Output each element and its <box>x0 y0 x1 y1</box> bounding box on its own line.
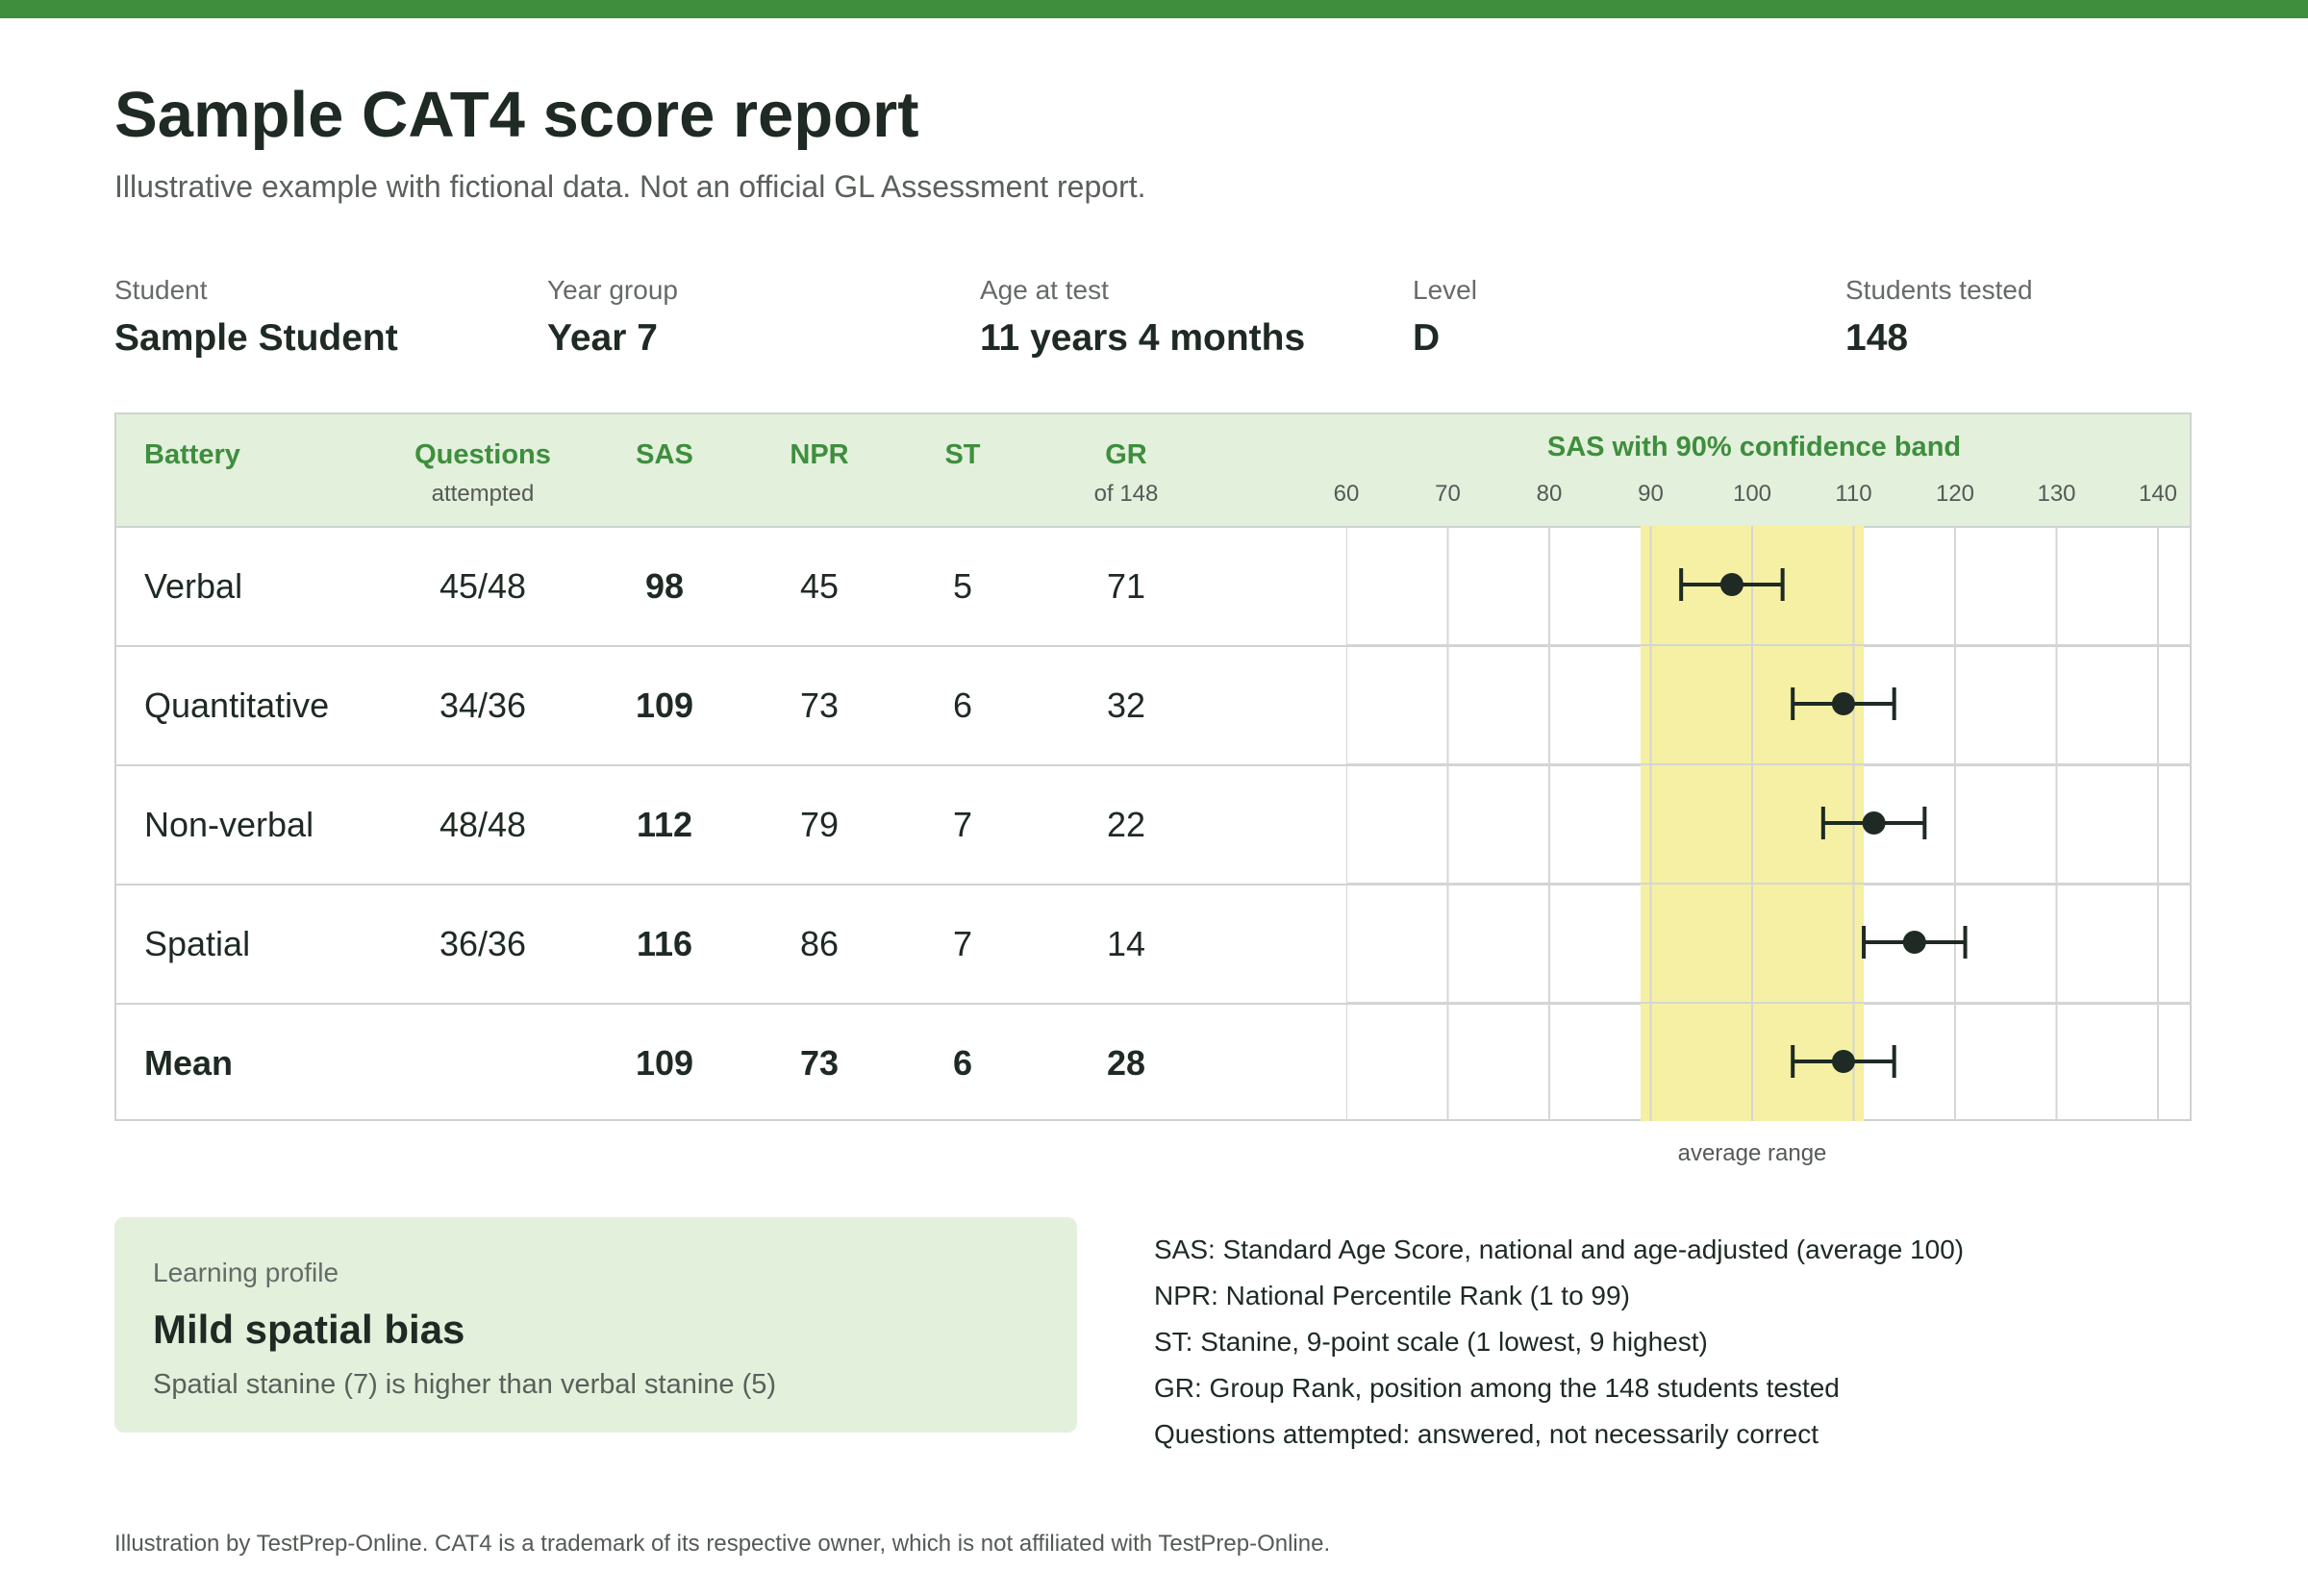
table-row-mean: Mean 109 73 6 28 <box>116 1003 2190 1122</box>
cell-sas: 109 <box>635 686 694 725</box>
cell-sas: 98 <box>644 566 685 606</box>
axis-tick-label: 110 <box>1835 481 1872 507</box>
cell-sas: 112 <box>636 805 693 844</box>
cell-npr: 73 <box>799 686 840 725</box>
meta-students-tested: Students tested 148 <box>1845 273 2033 362</box>
table-row: Spatial 36/36 116 86 7 14 <box>116 884 2190 1003</box>
sas-point <box>1902 931 1926 954</box>
cell-gr: 32 <box>1106 686 1146 725</box>
table-header: Battery Questions attempted SAS NPR ST G… <box>116 414 2190 526</box>
legend-item: Questions attempted: answered, not neces… <box>1154 1419 1819 1449</box>
axis-tick-label: 140 <box>2138 481 2178 507</box>
cell-st: 7 <box>952 924 973 963</box>
meta-label: Year group <box>547 275 678 305</box>
table-row: Non-verbal 48/48 112 79 7 22 <box>116 764 2190 884</box>
axis-tick-label: 60 <box>1333 481 1360 507</box>
meta-age-at-test: Age at test 11 years 4 months <box>980 273 1305 362</box>
legend-item: GR: Group Rank, position among the 148 s… <box>1154 1373 1840 1403</box>
meta-student: Student Sample Student <box>114 273 398 362</box>
cell-battery: Non-verbal <box>144 805 314 844</box>
sas-point <box>1719 573 1744 596</box>
header-chart-title: SAS with 90% confidence band <box>1546 432 1962 462</box>
meta-label: Student <box>114 275 208 305</box>
meta-label: Age at test <box>980 275 1109 305</box>
top-accent-bar <box>0 0 2308 18</box>
meta-level: Level D <box>1413 273 1477 362</box>
header-gr-sub: of 148 <box>1093 481 1159 507</box>
meta-value: 11 years 4 months <box>980 317 1306 359</box>
score-table: Battery Questions attempted SAS NPR ST G… <box>114 412 2192 1121</box>
meta-year-group: Year group Year 7 <box>547 273 678 362</box>
axis-tick-label: 70 <box>1435 481 1461 507</box>
profile-label: Learning profile <box>153 1258 339 1287</box>
header-sas: SAS <box>636 439 693 470</box>
cell-st: 6 <box>952 686 973 725</box>
axis-tick-label: 80 <box>1536 481 1563 507</box>
abbreviation-legend: SAS: Standard Age Score, national and ag… <box>1154 1227 1964 1458</box>
header-st: ST <box>944 439 981 470</box>
table-row: Verbal 45/48 98 45 5 71 <box>116 526 2190 645</box>
cell-questions: 34/36 <box>439 686 527 725</box>
legend-item: NPR: National Percentile Rank (1 to 99) <box>1154 1281 1630 1310</box>
header-gr: GR <box>1105 439 1147 470</box>
meta-value: 148 <box>1845 317 1909 359</box>
legend-item: SAS: Standard Age Score, national and ag… <box>1154 1234 1965 1264</box>
sas-point <box>1831 1050 1855 1073</box>
cell-gr: 28 <box>1106 1043 1146 1083</box>
meta-value: Sample Student <box>114 317 398 359</box>
cell-battery: Spatial <box>144 924 251 963</box>
header-battery: Battery <box>144 439 240 470</box>
cell-gr: 14 <box>1106 924 1146 963</box>
profile-title: Mild spatial bias <box>153 1307 465 1352</box>
cell-questions: 45/48 <box>439 566 527 606</box>
meta-label: Students tested <box>1845 275 2033 305</box>
cell-battery: Mean <box>144 1043 234 1083</box>
cell-battery: Quantitative <box>144 686 330 725</box>
cell-npr: 86 <box>799 924 840 963</box>
cell-npr: 45 <box>799 566 840 606</box>
learning-profile-card: Learning profile Mild spatial bias Spati… <box>114 1217 1077 1433</box>
cell-gr: 22 <box>1106 805 1146 844</box>
header-npr: NPR <box>790 439 849 470</box>
axis-tick-label: 120 <box>1935 481 1975 507</box>
axis-tick-label: 130 <box>2037 481 2076 507</box>
cell-questions: 36/36 <box>439 924 527 963</box>
sas-confidence-chart <box>1346 526 2192 1121</box>
legend-item: ST: Stanine, 9-point scale (1 lowest, 9 … <box>1154 1327 1708 1357</box>
meta-label: Level <box>1413 275 1477 305</box>
header-questions: Questions <box>414 439 551 470</box>
average-range-label: average range <box>1677 1140 1827 1166</box>
cell-questions: 48/48 <box>439 805 527 844</box>
cell-st: 7 <box>952 805 973 844</box>
profile-description: Spatial stanine (7) is higher than verba… <box>153 1369 777 1400</box>
cell-gr: 71 <box>1106 566 1146 606</box>
header-questions-sub: attempted <box>431 481 535 507</box>
cell-sas: 109 <box>635 1043 694 1083</box>
cell-npr: 79 <box>799 805 840 844</box>
meta-value: Year 7 <box>547 317 658 359</box>
table-row: Quantitative 34/36 109 73 6 32 <box>116 645 2190 764</box>
axis-tick-label: 100 <box>1732 481 1772 507</box>
cell-npr: 73 <box>799 1043 840 1083</box>
sas-point <box>1831 692 1855 715</box>
cell-st: 5 <box>952 566 973 606</box>
cell-st: 6 <box>952 1043 973 1083</box>
cell-sas: 116 <box>636 924 693 963</box>
sas-point <box>1862 811 1886 835</box>
meta-value: D <box>1413 317 1441 359</box>
cell-battery: Verbal <box>144 566 243 606</box>
page-title: Sample CAT4 score report <box>114 79 919 151</box>
footer-note: Illustration by TestPrep-Online. CAT4 is… <box>114 1531 1331 1557</box>
page-subtitle: Illustrative example with fictional data… <box>114 169 1146 204</box>
axis-tick-label: 90 <box>1638 481 1664 507</box>
